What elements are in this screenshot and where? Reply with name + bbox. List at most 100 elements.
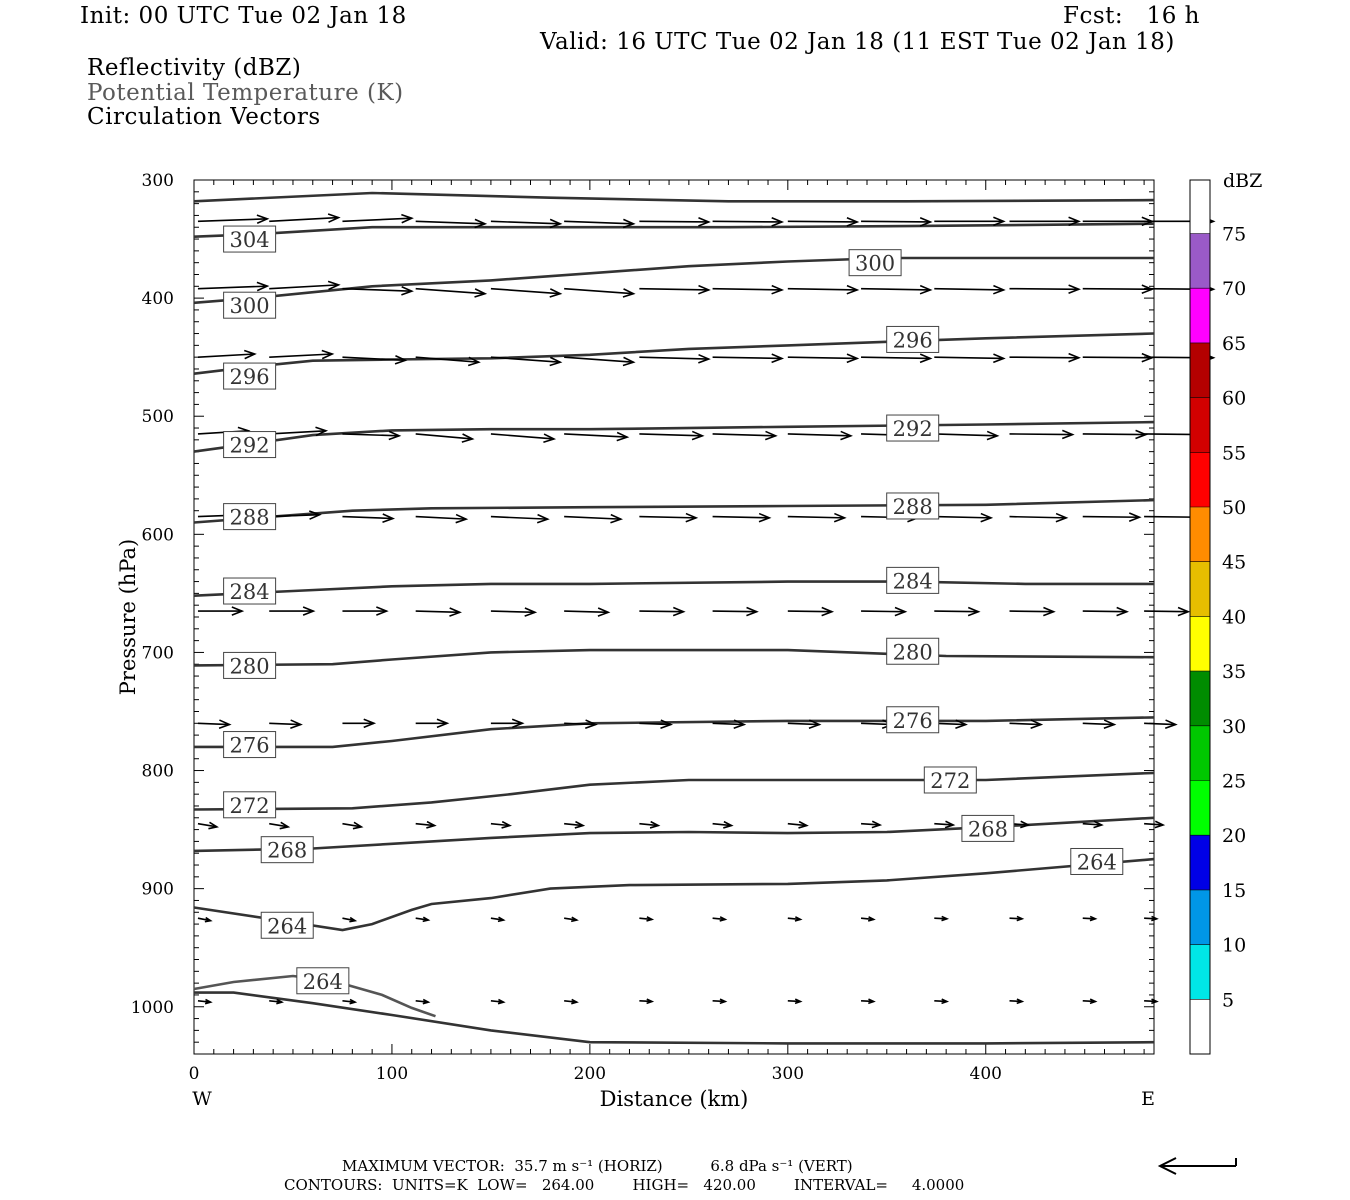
y-tick-label: 800	[142, 762, 174, 782]
colorbar-label: 65	[1222, 333, 1246, 355]
contour-label-box	[923, 766, 977, 794]
circulation-vector	[934, 284, 1006, 295]
colorbar-bin-empty	[1190, 999, 1210, 1054]
circulation-vector	[787, 430, 853, 441]
colorbar-bin	[1190, 178, 1210, 234]
circulation-vector	[342, 213, 414, 224]
circulation-vector	[269, 280, 341, 291]
theta-contour	[193, 191, 1155, 203]
colorbar-bin	[1190, 561, 1210, 617]
circulation-vector	[1082, 284, 1155, 295]
contour-label: 284	[230, 580, 270, 604]
circulation-vector	[712, 606, 759, 617]
x-end-label-west: W	[192, 1088, 212, 1110]
circulation-vector	[1082, 719, 1117, 729]
circulation-vector	[415, 718, 450, 729]
circulation-vector	[269, 426, 329, 437]
circulation-vector	[490, 287, 563, 298]
circulation-vector	[860, 820, 883, 829]
contour-label: 288	[230, 506, 270, 530]
colorbar-title: dBZ	[1223, 170, 1262, 192]
contour-label: 272	[930, 769, 970, 793]
colorbar-label: 15	[1222, 880, 1246, 902]
x-axis-label: Distance (km)	[600, 1087, 749, 1111]
circulation-vector	[1009, 719, 1044, 729]
circulation-vector	[415, 916, 431, 923]
field-reflectivity: Reflectivity (dBZ)	[87, 55, 302, 81]
colorbar-label: 10	[1222, 935, 1246, 957]
contour-label: 292	[893, 417, 933, 441]
circulation-vector	[564, 356, 636, 367]
contour-label: 264	[303, 970, 343, 994]
theta-contour	[193, 332, 1155, 375]
circulation-vector	[342, 285, 414, 296]
circulation-vector	[1082, 998, 1098, 1005]
theta-contour	[194, 716, 1155, 749]
colorbar-bin	[1190, 835, 1210, 890]
circulation-vector	[415, 433, 475, 443]
colorbar-label: 75	[1222, 224, 1246, 246]
circulation-vector	[712, 430, 778, 441]
axis-ticks	[193, 179, 1154, 1055]
circulation-vector	[490, 718, 525, 729]
circulation-vector	[342, 513, 396, 523]
contour-labels: 304 300 300 296 296 292 292 288 288 284 284 280 280 2…	[223, 225, 1124, 995]
circulation-vector	[1144, 998, 1159, 1005]
circulation-vector	[934, 719, 968, 729]
circulation-vector	[564, 607, 611, 617]
footer-contours: CONTOURS: UNITS=K LOW= 264.00 HIGH= 420.…	[284, 1176, 965, 1194]
colorbar-bin	[1190, 233, 1210, 289]
circulation-vector	[1144, 915, 1159, 922]
circulation-vector	[269, 821, 291, 830]
circulation-vector	[564, 513, 623, 524]
colorbar-label: 25	[1222, 771, 1246, 793]
y-tick-label: 900	[142, 880, 174, 900]
circulation-vector	[1009, 429, 1075, 440]
circulation-vector	[787, 820, 809, 829]
contour-label-box	[961, 814, 1015, 842]
circulation-vector	[564, 998, 579, 1005]
colorbar-label: 35	[1222, 661, 1246, 683]
contour-label-box	[886, 325, 940, 353]
circulation-vector	[415, 513, 469, 524]
circulation-vector	[1082, 429, 1148, 440]
circulation-vector	[712, 512, 772, 523]
circulation-vector	[342, 430, 402, 441]
contour-label-box	[223, 577, 277, 605]
theta-contour	[193, 648, 1155, 667]
colorbar-bin	[1190, 944, 1210, 1000]
contour-label-box	[886, 492, 940, 520]
contour-label: 300	[230, 294, 270, 318]
circulation-vector	[269, 213, 341, 223]
circulation-vector	[490, 820, 512, 829]
colorbar-label: 20	[1222, 825, 1246, 847]
circulation-vector	[1009, 352, 1081, 363]
y-tick-label: 1000	[131, 998, 174, 1018]
contour-label-box	[886, 706, 940, 734]
colorbar-bin	[1190, 780, 1210, 836]
colorbar-label: 5	[1222, 989, 1234, 1011]
circulation-vector	[861, 998, 876, 1005]
circulation-vector	[639, 820, 661, 829]
circulation-vector	[490, 607, 538, 617]
contour-label: 264	[267, 914, 307, 938]
circulation-vector	[639, 430, 705, 441]
colorbar-bin	[1190, 725, 1210, 781]
circulation-vector	[342, 916, 358, 923]
colorbar-label: 45	[1222, 552, 1246, 574]
circulation-vector	[1082, 512, 1142, 522]
colorbar-bin	[1190, 452, 1210, 507]
circulation-vector	[639, 217, 711, 227]
circulation-vector	[1009, 915, 1025, 922]
circulation-vector	[639, 353, 711, 364]
plot-frame	[193, 179, 1155, 1055]
x-tick-label: 0	[189, 1064, 200, 1084]
contour-label: 268	[267, 839, 307, 863]
colorbar-bin	[1190, 507, 1210, 562]
x-tick-label: 400	[970, 1064, 1002, 1084]
theta-contours	[193, 191, 1155, 1045]
contour-label: 280	[893, 640, 933, 664]
circulation-vector	[934, 998, 950, 1005]
circulation-vector	[639, 284, 711, 295]
x-tick-label: 200	[574, 1064, 606, 1084]
